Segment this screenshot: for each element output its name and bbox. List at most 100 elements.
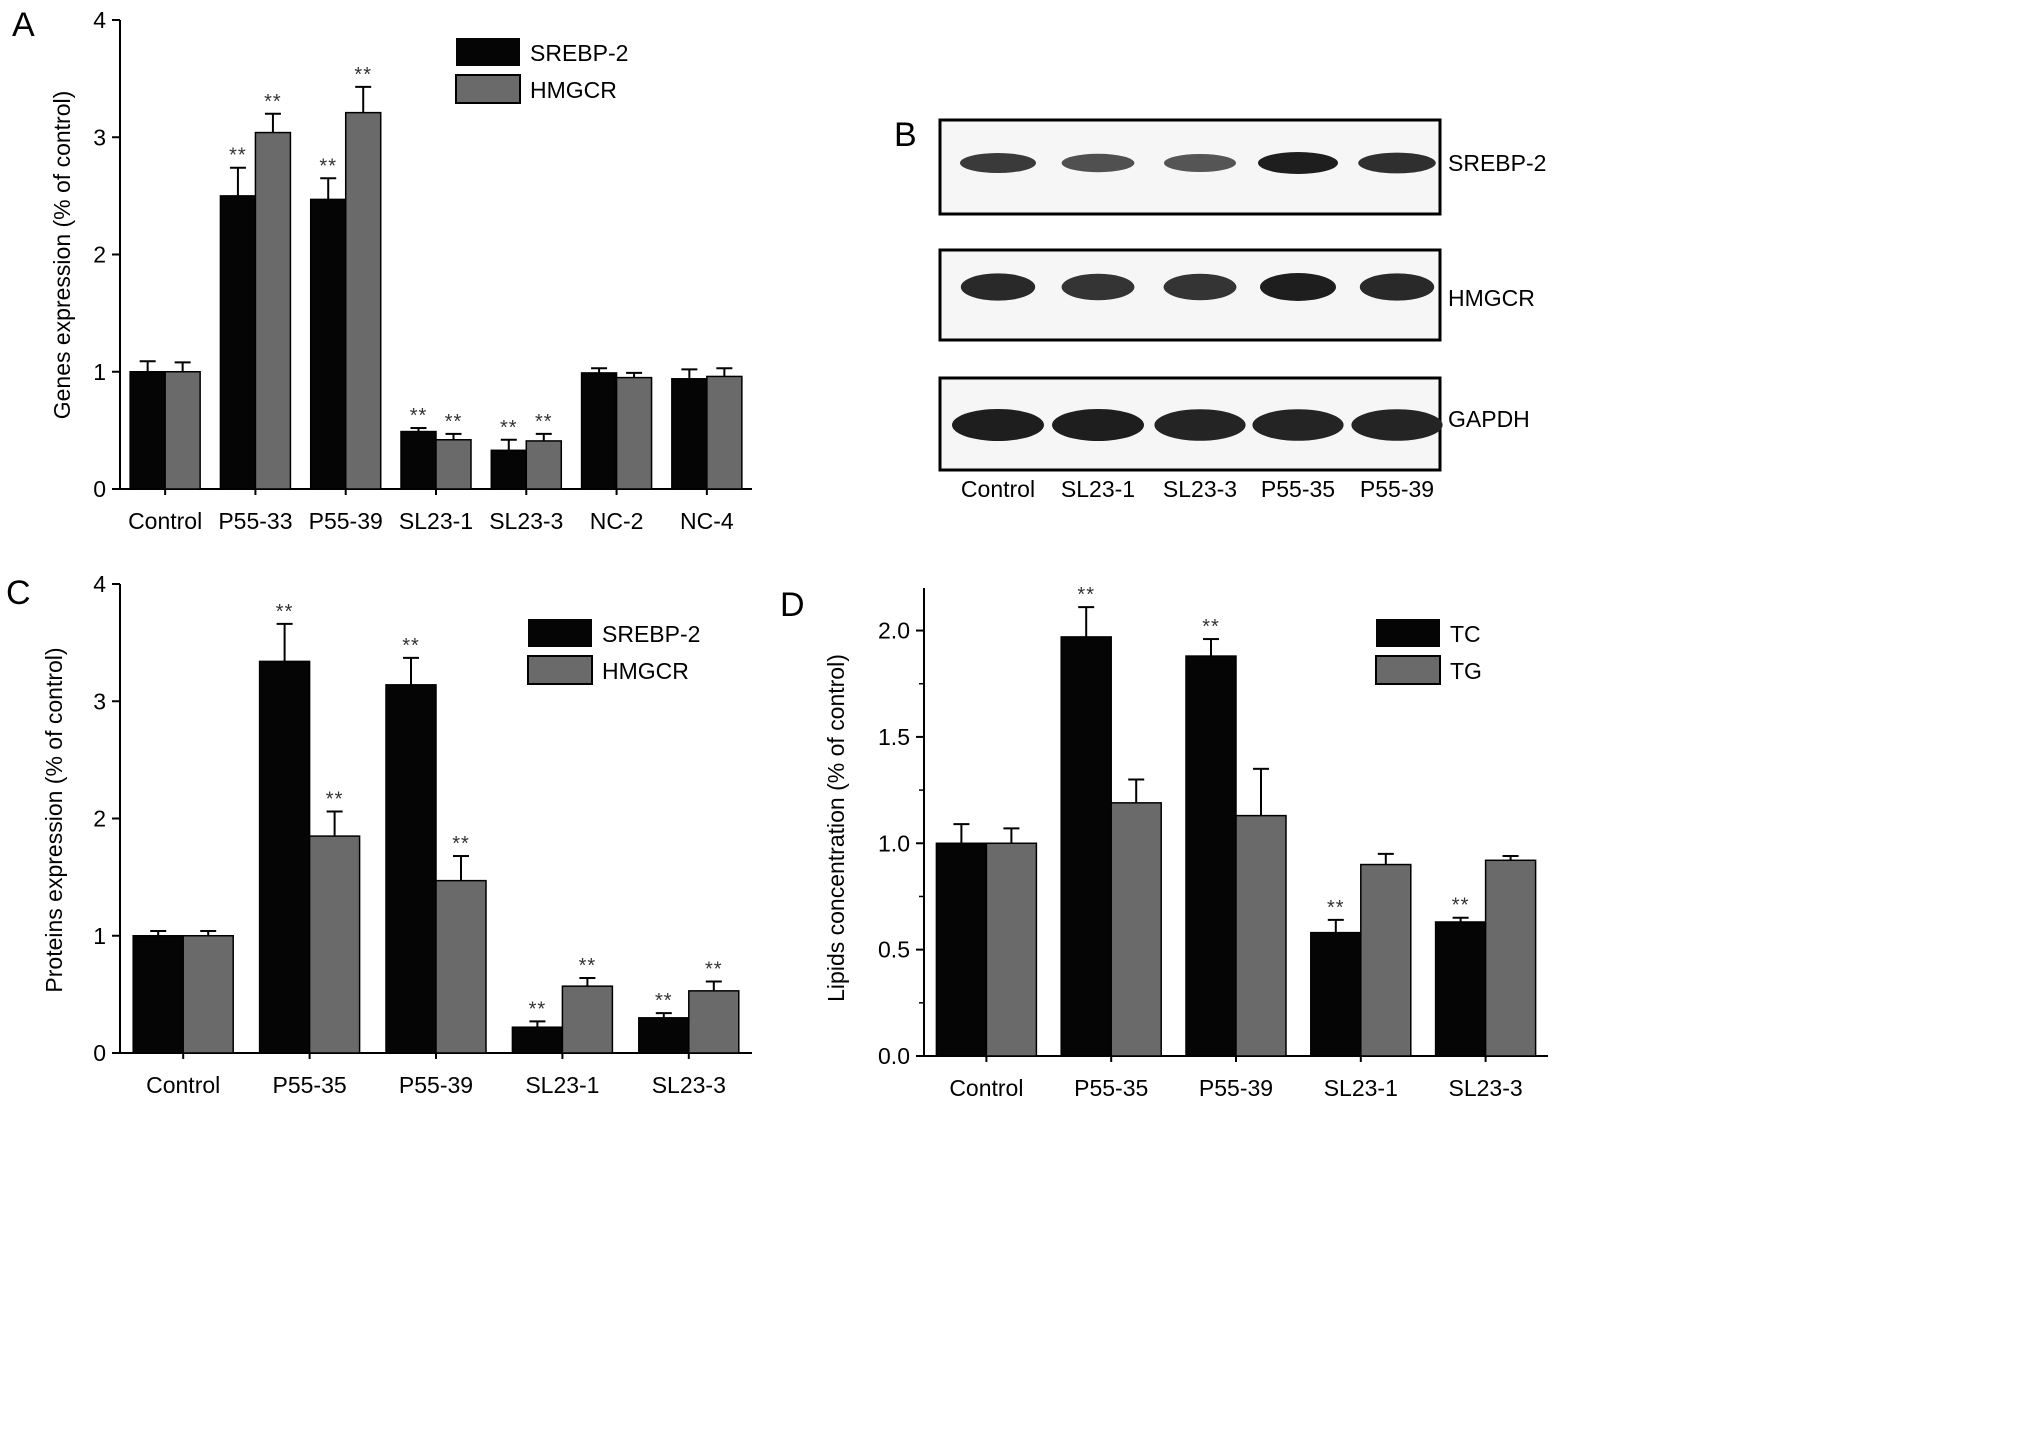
panel-b-letter: B xyxy=(894,116,917,154)
panel-c-category-label-2: P55-39 xyxy=(399,1072,473,1098)
blot-band-r2-l3 xyxy=(1252,409,1344,441)
panel-a-legend: SREBP-2 HMGCR xyxy=(455,38,628,104)
panel-d-legend-label-tc: TC xyxy=(1450,621,1481,647)
blot-band-r1-l1 xyxy=(1061,273,1135,301)
panel-c-ytick-label-1: 1 xyxy=(93,923,106,949)
blot-band-r1-l2 xyxy=(1163,273,1237,301)
panel-a-plot-area: 0 1 2 3 4 Control P55-33 ** ** P55-39 ** ** SL23-1 **… xyxy=(93,7,752,534)
panel-c-plot-area: 0 1 2 3 4 Control P55-35 ** ** P55-39 ** ** SL23-1 **… xyxy=(93,571,752,1098)
panel-a-sig-s1-2: ** xyxy=(354,64,372,86)
panel-a-ylabel: Genes expression (% of control) xyxy=(49,91,75,420)
panel-c-sig-s1-2: ** xyxy=(452,833,470,855)
panel-d-category-label-2: P55-39 xyxy=(1199,1075,1273,1101)
panel-c-bar-s1-1 xyxy=(308,835,361,1054)
panel-d-bar-s1-2 xyxy=(1235,814,1287,1057)
blot-lane-p55-39: P55-39 xyxy=(1360,476,1434,502)
panel-a-legend-label-hmgcr: HMGCR xyxy=(530,77,617,103)
panel-a-category-label-0: Control xyxy=(128,508,202,534)
panel-a-legend-swatch-hmgcr xyxy=(455,74,521,104)
panel-c-bar-s1-3 xyxy=(561,985,614,1054)
panel-a-ytick-label-2: 2 xyxy=(93,242,106,268)
panel-d-bar-s1-4 xyxy=(1484,859,1537,1057)
panel-d-ytick-label-2: 1.0 xyxy=(878,830,910,856)
panel-c-bar-s0-2 xyxy=(385,684,437,1054)
panel-c-category-label-1: P55-35 xyxy=(273,1072,347,1098)
panel-d-sig-s0-3: ** xyxy=(1327,897,1345,919)
panel-a-legend-label-srebp2: SREBP-2 xyxy=(530,40,628,66)
panel-b-western-blot: B SREBP-2 HMGCR GAPDH Control SL23-1 SL2… xyxy=(894,116,1546,502)
panel-d-category-label-3: SL23-1 xyxy=(1324,1075,1398,1101)
panel-d-sig-s0-1: ** xyxy=(1077,584,1095,606)
panel-c-ytick-label-0: 0 xyxy=(93,1040,106,1066)
panel-a-sig-s1-4: ** xyxy=(535,411,553,433)
panel-d-legend-label-tg: TG xyxy=(1450,658,1482,684)
panel-d-ytick-label-1: 0.5 xyxy=(878,937,910,963)
panel-a-sig-s1-3: ** xyxy=(445,411,463,433)
panel-d-category-label-0: Control xyxy=(949,1075,1023,1101)
panel-c-bar-s0-4 xyxy=(638,1017,690,1054)
panel-d-bar-s0-0 xyxy=(935,842,988,1057)
panel-a-category-label-1: P55-33 xyxy=(218,508,292,534)
blot-label-gapdh: GAPDH xyxy=(1448,406,1530,432)
panel-c-bar-s1-4 xyxy=(688,990,740,1054)
panel-d-ytick-label-3: 1.5 xyxy=(878,724,910,750)
panel-a-bar-s0-1 xyxy=(219,195,257,490)
panel-c-ytick-label-2: 2 xyxy=(93,806,106,832)
panel-a-bar-s1-5 xyxy=(615,376,653,490)
panel-c-category-label-4: SL23-3 xyxy=(652,1072,726,1098)
panel-a-sig-s0-1: ** xyxy=(229,145,247,167)
panel-a-bar-s0-4 xyxy=(490,449,528,490)
panel-c-bar-s1-0 xyxy=(182,935,234,1054)
panel-d-ylabel: Lipids concentration (% of control) xyxy=(823,654,849,1002)
panel-c-sig-s0-2: ** xyxy=(402,635,420,657)
panel-c-legend-swatch-hmgcr xyxy=(527,655,593,685)
panel-a-ytick-label-0: 0 xyxy=(93,476,106,502)
blot-band-r2-l1 xyxy=(1052,409,1144,441)
panel-a-category-label-5: NC-2 xyxy=(590,508,644,534)
panel-c-bar-s1-2 xyxy=(435,879,487,1054)
panel-a-bar-s1-2 xyxy=(344,111,382,490)
panel-a-ytick-label-3: 3 xyxy=(93,124,106,150)
blot-band-r0-l4 xyxy=(1358,152,1436,174)
panel-a-letter: A xyxy=(12,6,35,44)
panel-a-category-label-4: SL23-3 xyxy=(489,508,563,534)
panel-d-chart: D Lipids concentration (% of control) 0.… xyxy=(780,584,1548,1101)
panel-d-letter: D xyxy=(780,586,805,624)
blot-band-r0-l2 xyxy=(1164,154,1236,172)
blot-band-r2-l4 xyxy=(1351,409,1443,441)
panel-d-bar-s1-0 xyxy=(985,842,1038,1057)
blot-rows xyxy=(938,118,1443,472)
panel-a-bar-s0-2 xyxy=(309,198,347,490)
panel-c-legend-swatch-srebp2 xyxy=(528,619,592,647)
panel-a-ytick-label-4: 4 xyxy=(93,7,106,33)
panel-c-sig-s0-1: ** xyxy=(276,601,294,623)
panel-c-bar-s0-3 xyxy=(511,1026,564,1054)
panel-c-sig-s1-1: ** xyxy=(326,788,344,810)
panel-a-bar-s0-3 xyxy=(400,430,437,490)
panel-c-sig-s1-3: ** xyxy=(579,955,597,977)
panel-c-ylabel: Proteins expression (% of control) xyxy=(41,647,67,992)
panel-a-sig-s0-4: ** xyxy=(500,417,518,439)
panel-c-bar-s0-0 xyxy=(132,935,184,1054)
panel-c-letter: C xyxy=(6,574,31,612)
blot-band-r1-l3 xyxy=(1260,273,1336,301)
panel-c-bar-s0-1 xyxy=(258,660,311,1054)
panel-c-ytick-label-3: 3 xyxy=(93,688,106,714)
panel-a-bar-s0-5 xyxy=(580,372,618,490)
panel-a-bar-s0-6 xyxy=(671,378,708,490)
blot-band-r0-l3 xyxy=(1258,152,1338,174)
blot-band-r0-l1 xyxy=(1061,153,1135,173)
panel-a-bar-s1-4 xyxy=(525,440,563,490)
blot-band-r2-l0 xyxy=(952,409,1044,441)
panel-d-category-label-1: P55-35 xyxy=(1074,1075,1148,1101)
panel-a-category-label-3: SL23-1 xyxy=(399,508,473,534)
panel-c-category-label-0: Control xyxy=(146,1072,220,1098)
panel-d-bar-s1-3 xyxy=(1360,863,1412,1057)
panel-a-ytick-label-1: 1 xyxy=(93,359,106,385)
blot-band-r1-l0 xyxy=(960,273,1036,301)
blot-lane-sl23-3: SL23-3 xyxy=(1163,476,1237,502)
panel-c-sig-s0-4: ** xyxy=(655,990,673,1012)
panel-a-chart: A Genes expression (% of control) 0 1 2 3 4 C… xyxy=(12,6,752,534)
panel-a-sig-s1-1: ** xyxy=(264,91,282,113)
panel-c-chart: C Proteins expression (% of control) 0 1 2… xyxy=(6,571,752,1098)
